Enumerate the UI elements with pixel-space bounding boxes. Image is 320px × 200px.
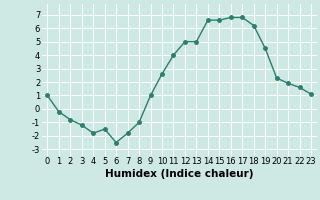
X-axis label: Humidex (Indice chaleur): Humidex (Indice chaleur) bbox=[105, 169, 253, 179]
